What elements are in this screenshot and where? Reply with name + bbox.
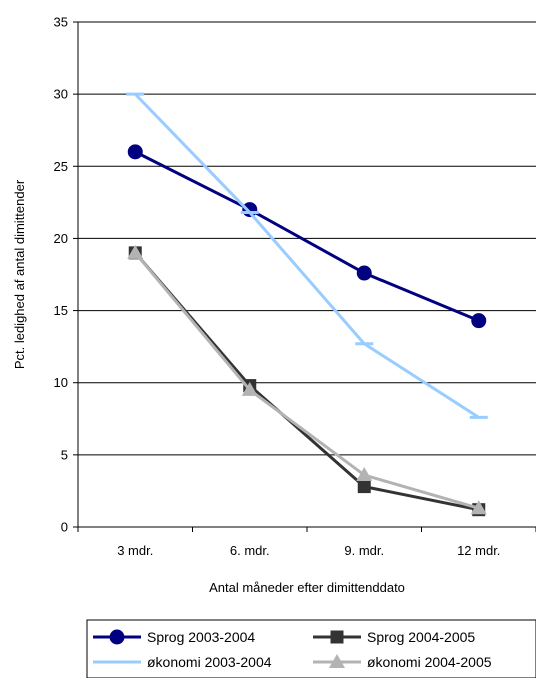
y-tick-label: 30 <box>54 87 68 102</box>
legend-item: økonomi 2004-2005 <box>313 654 492 670</box>
axes <box>73 21 536 532</box>
data-point <box>127 244 144 259</box>
legend-swatch-marker <box>330 630 344 644</box>
y-tick-label: 10 <box>54 375 68 390</box>
y-tick-label: 5 <box>61 447 68 462</box>
y-tick-labels: 0 5 10 15 20 25 30 35 <box>54 15 68 535</box>
y-tick-label: 15 <box>54 303 68 318</box>
y-tick-label: 0 <box>61 520 68 535</box>
legend-swatch-marker <box>109 629 125 645</box>
series-line <box>134 251 480 510</box>
series-line <box>134 93 480 419</box>
legend-box <box>86 619 536 678</box>
legend-label: Sprog 2004-2005 <box>367 629 475 645</box>
legend-item: Sprog 2004-2005 <box>313 629 475 645</box>
data-point <box>471 313 487 329</box>
series-group <box>126 92 488 517</box>
x-tick-label: 6. mdr. <box>230 543 270 558</box>
series-2 <box>126 92 488 419</box>
legend: Sprog 2003-2004 Sprog 2004-2005 økonomi 20… <box>86 619 536 678</box>
data-point <box>470 500 487 515</box>
series-line <box>134 150 480 323</box>
series-line <box>134 251 480 512</box>
y-axis-title: Pct. ledighed af antal dimittender <box>12 179 27 369</box>
series-0 <box>127 144 487 329</box>
legend-item: Sprog 2003-2004 <box>93 629 255 645</box>
x-tick-label: 3 mdr. <box>117 543 153 558</box>
legend-label: økonomi 2004-2005 <box>367 654 492 670</box>
gridlines <box>78 21 536 456</box>
data-point <box>356 265 372 281</box>
x-tick-label: 9. mdr. <box>344 543 384 558</box>
data-point <box>127 144 143 160</box>
legend-label: Sprog 2003-2004 <box>147 629 255 645</box>
series-1 <box>128 246 486 517</box>
x-tick-label: 12 mdr. <box>457 543 500 558</box>
data-point <box>356 467 373 482</box>
legend-item: økonomi 2003-2004 <box>93 654 272 670</box>
y-tick-label: 20 <box>54 231 68 246</box>
y-tick-label: 25 <box>54 159 68 174</box>
legend-swatch-marker <box>329 654 345 668</box>
legend-label: økonomi 2003-2004 <box>147 654 272 670</box>
y-tick-label: 35 <box>54 15 68 30</box>
x-tick-labels: 3 mdr. 6. mdr. 9. mdr. 12 mdr. <box>117 543 500 558</box>
data-point <box>241 381 258 396</box>
series-3 <box>127 244 487 515</box>
data-point <box>357 480 371 494</box>
x-axis-title: Antal måneder efter dimittenddato <box>209 580 405 595</box>
